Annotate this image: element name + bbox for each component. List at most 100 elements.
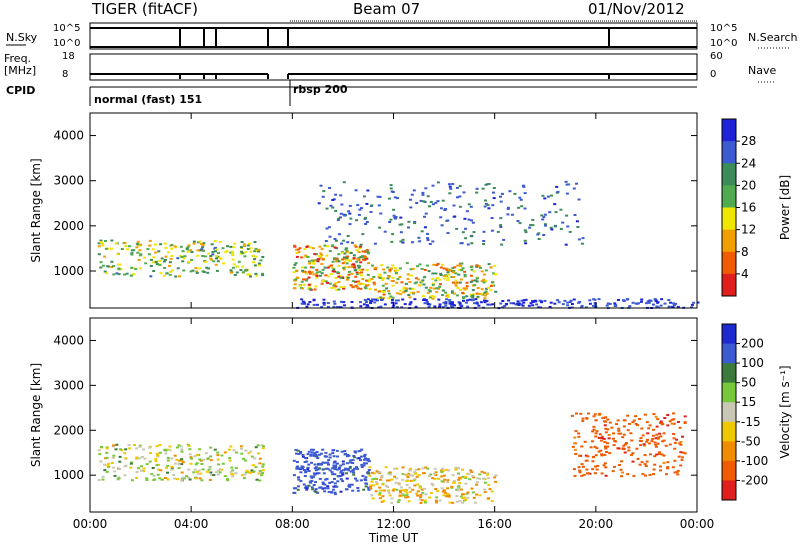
- echo-cell: [344, 247, 348, 250]
- echo-cell: [523, 239, 527, 242]
- echo-cell: [690, 303, 694, 306]
- echo-cell: [354, 275, 358, 278]
- echo-cell: [301, 287, 305, 290]
- echo-cell: [401, 241, 405, 244]
- echo-cell: [135, 471, 139, 473]
- echo-cell: [234, 467, 238, 470]
- echo-cell: [332, 485, 336, 488]
- echo-cell: [307, 286, 311, 289]
- echo-cell: [307, 470, 311, 472]
- echo-cell: [366, 306, 370, 309]
- echo-cell: [471, 294, 475, 297]
- echo-cell: [388, 221, 392, 223]
- echo-cell: [648, 473, 652, 476]
- echo-cell: [356, 273, 360, 276]
- echo-cell: [309, 453, 313, 456]
- echo-cell: [127, 245, 131, 248]
- echo-cell: [181, 250, 185, 253]
- echo-cell: [245, 471, 249, 474]
- echo-cell: [333, 302, 337, 305]
- echo-cell: [113, 474, 117, 477]
- echo-cell: [396, 501, 400, 504]
- echo-cell: [301, 467, 305, 469]
- echo-cell: [466, 305, 470, 308]
- echo-cell: [453, 215, 457, 218]
- echo-cell: [438, 304, 442, 307]
- echo-cell: [326, 305, 330, 308]
- echo-cell: [370, 277, 374, 280]
- echo-cell: [428, 290, 432, 293]
- echo-cell: [519, 198, 523, 201]
- echo-cell: [455, 227, 459, 230]
- echo-cell: [413, 477, 417, 480]
- echo-cell: [229, 269, 233, 272]
- echo-cell: [123, 474, 127, 477]
- echo-cell: [459, 495, 463, 498]
- echo-cell: [593, 472, 597, 475]
- echo-cell: [142, 467, 146, 470]
- echo-cell: [159, 272, 163, 275]
- echo-cell: [365, 482, 369, 485]
- echo-cell: [466, 496, 470, 499]
- echo-cell: [377, 204, 381, 207]
- freq-tick-bottom: 8: [62, 69, 69, 80]
- echo-cell: [346, 235, 350, 237]
- echo-cell: [336, 219, 340, 221]
- echo-cell: [448, 302, 452, 305]
- echo-cell: [367, 488, 371, 491]
- echo-cell: [332, 268, 336, 271]
- echo-cell: [656, 418, 660, 421]
- echo-cell: [309, 288, 313, 291]
- echo-cell: [321, 487, 325, 490]
- echo-cell: [413, 471, 417, 474]
- echo-cell: [577, 466, 581, 469]
- echo-cell: [177, 467, 181, 470]
- colorbar-tick-label: 24: [741, 156, 756, 170]
- echo-cell: [365, 279, 369, 282]
- echo-cell: [348, 466, 352, 469]
- echo-cell: [369, 486, 372, 488]
- echo-cell: [366, 189, 370, 192]
- echo-cell: [159, 243, 163, 246]
- echo-cell: [603, 420, 606, 423]
- echo-cell: [647, 442, 651, 445]
- echo-cell: [673, 459, 677, 462]
- echo-cell: [591, 440, 594, 443]
- echo-cell: [364, 485, 368, 488]
- echo-cell: [659, 465, 662, 468]
- echo-cell: [411, 479, 415, 482]
- echo-cell: [671, 466, 675, 469]
- echo-cell: [197, 453, 201, 456]
- echo-cell: [487, 483, 491, 486]
- echo-cell: [216, 260, 220, 263]
- echo-cell: [645, 421, 649, 424]
- echo-cell: [349, 217, 353, 220]
- echo-cell: [297, 485, 300, 488]
- echo-cell: [357, 266, 361, 269]
- echo-cell: [421, 467, 425, 470]
- echo-cell: [612, 444, 616, 447]
- echo-cell: [417, 236, 421, 239]
- echo-cell: [483, 299, 486, 302]
- echo-cell: [210, 258, 213, 261]
- echo-cell: [672, 418, 676, 421]
- echo-cell: [239, 269, 243, 271]
- echo-cell: [196, 254, 200, 257]
- echo-cell: [419, 199, 423, 202]
- echo-cell: [626, 473, 630, 476]
- echo-cell: [378, 486, 382, 489]
- echo-cell: [320, 306, 324, 309]
- echo-cell: [429, 296, 433, 299]
- echo-cell: [413, 484, 417, 487]
- echo-cell: [475, 493, 479, 496]
- echo-cell: [639, 444, 643, 447]
- x-tick-label: 00:00: [73, 517, 108, 531]
- echo-cell: [126, 248, 129, 251]
- echo-cell: [524, 298, 528, 301]
- echo-cell: [486, 204, 490, 207]
- echo-cell: [456, 264, 460, 267]
- echo-cell: [576, 226, 580, 228]
- echo-cell: [334, 260, 338, 263]
- echo-cell: [599, 449, 603, 452]
- echo-cell: [298, 467, 302, 470]
